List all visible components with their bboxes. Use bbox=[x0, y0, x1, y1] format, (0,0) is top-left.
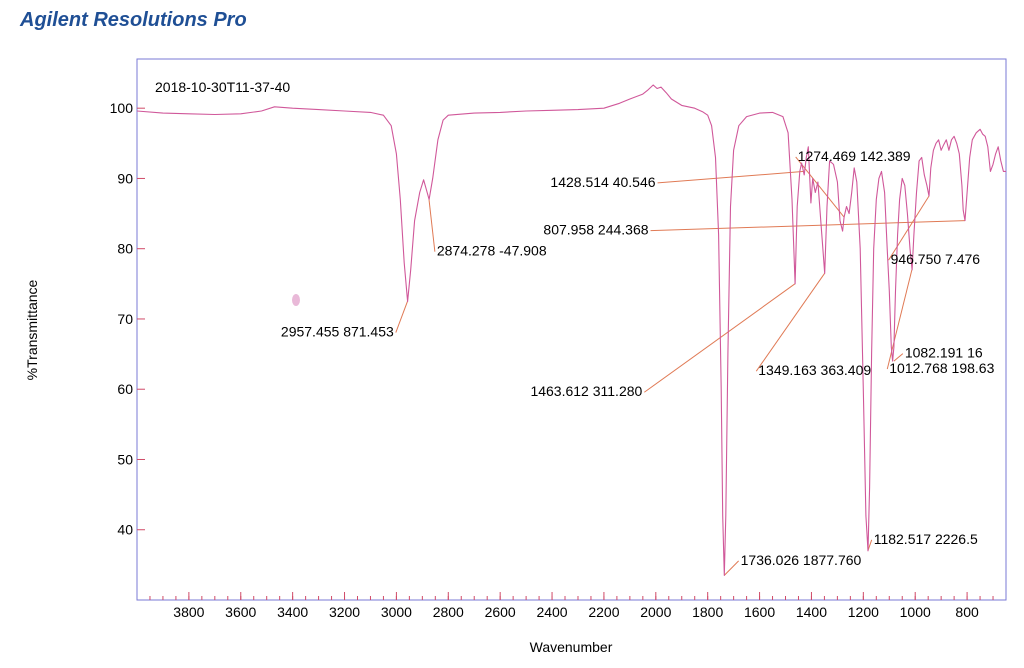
y-tick-label: 70 bbox=[117, 311, 133, 327]
plot-area bbox=[136, 58, 1007, 601]
x-tick-label: 1000 bbox=[900, 604, 931, 620]
peak-label: 1736.026 1877.760 bbox=[741, 552, 862, 568]
peak-leader-line bbox=[395, 301, 408, 333]
peak-label: 946.750 7.476 bbox=[891, 251, 981, 267]
peak-leader-line bbox=[644, 283, 796, 393]
peak-leader-line bbox=[723, 560, 739, 576]
x-tick-label: 1200 bbox=[848, 604, 879, 620]
peak-label: 1182.517 2226.5 bbox=[874, 531, 978, 547]
y-tick-label: 80 bbox=[117, 241, 133, 257]
x-axis-label: Wavenumber bbox=[530, 639, 613, 655]
y-tick-label: 40 bbox=[117, 522, 133, 538]
peak-label: 2874.278 -47.908 bbox=[437, 243, 547, 259]
x-tick-label: 1400 bbox=[796, 604, 827, 620]
peak-label: 1082.191 16 bbox=[905, 345, 983, 361]
x-tick-label: 3600 bbox=[225, 604, 256, 620]
x-tick-label: 2000 bbox=[640, 604, 671, 620]
peak-leader-line bbox=[755, 273, 826, 372]
peak-label: 2957.455 871.453 bbox=[281, 324, 394, 340]
peak-leader-line bbox=[428, 199, 436, 252]
cursor-marker bbox=[292, 294, 300, 306]
x-tick-label: 3400 bbox=[277, 604, 308, 620]
y-axis-label: %Transmittance bbox=[24, 279, 40, 380]
y-tick-label: 60 bbox=[117, 381, 133, 397]
peak-leader-line bbox=[657, 170, 805, 184]
peak-leader-line bbox=[795, 156, 845, 218]
x-tick-label: 2200 bbox=[588, 604, 619, 620]
peak-label: 1463.612 311.280 bbox=[530, 383, 642, 399]
x-tick-label: 1600 bbox=[744, 604, 775, 620]
peak-label: 1274.469 142.389 bbox=[798, 148, 911, 164]
spectrum-line bbox=[137, 84, 1006, 576]
peak-label: 1428.514 40.546 bbox=[550, 174, 655, 190]
x-tick-label: 2800 bbox=[433, 604, 464, 620]
y-tick-label: 50 bbox=[117, 451, 133, 467]
peak-label: 1012.768 198.63 bbox=[889, 360, 994, 376]
x-tick-label: 1800 bbox=[692, 604, 723, 620]
x-tick-label: 3200 bbox=[329, 604, 360, 620]
x-tick-label: 3800 bbox=[173, 604, 204, 620]
chart-title: 2018-10-30T11-37-40 bbox=[155, 79, 290, 95]
x-tick-label: 3000 bbox=[381, 604, 412, 620]
peak-label: 1349.163 363.409 bbox=[758, 362, 871, 378]
x-tick-label: 2600 bbox=[485, 604, 516, 620]
peak-leader-line bbox=[893, 353, 904, 362]
y-tick-label: 100 bbox=[110, 100, 134, 116]
x-tick-label: 2400 bbox=[536, 604, 567, 620]
peak-label: 807.958 244.368 bbox=[543, 222, 648, 238]
app-title: Agilent Resolutions Pro bbox=[20, 9, 247, 31]
y-tick-label: 90 bbox=[117, 170, 133, 186]
x-tick-label: 800 bbox=[955, 604, 979, 620]
